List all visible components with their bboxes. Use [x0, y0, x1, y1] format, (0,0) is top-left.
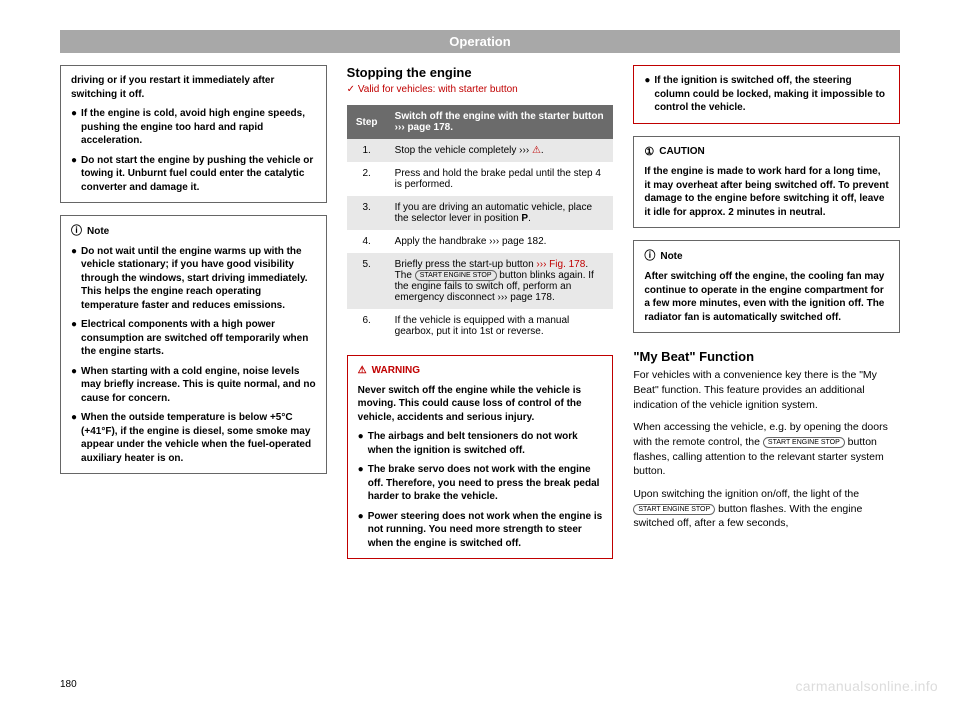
column-1: driving or if you restart it immediately…	[60, 65, 327, 571]
manual-page: Operation driving or if you restart it i…	[0, 0, 960, 591]
step-text: If you are driving an automatic vehicle,…	[387, 196, 614, 230]
mybeat-p1: For vehicles with a convenience key ther…	[633, 368, 900, 412]
watermark: carmanualsonline.info	[796, 678, 939, 694]
step-num: 2.	[347, 162, 387, 196]
warning-text: Never switch off the engine while the ve…	[358, 384, 603, 425]
valid-for: ✓ Valid for vehicles: with starter butto…	[347, 84, 614, 95]
step-text: Apply the handbrake ››› page 182.	[387, 230, 614, 253]
warning-cont-bullet: ●If the ignition is switched off, the st…	[644, 74, 889, 115]
table-header-row: Step Switch off the engine with the star…	[347, 105, 614, 139]
continuation-box: driving or if you restart it immediately…	[60, 65, 327, 203]
cont-bullet-2: ●Do not start the engine by pushing the …	[71, 154, 316, 195]
caution-title: ① CAUTION	[644, 145, 889, 160]
step-num: 6.	[347, 309, 387, 343]
page-header: Operation	[60, 30, 900, 53]
table-row: 3. If you are driving an automatic vehic…	[347, 196, 614, 230]
caution-text: If the engine is made to work hard for a…	[644, 165, 889, 219]
column-3: ●If the ignition is switched off, the st…	[633, 65, 900, 571]
info-icon: ⓘ	[644, 249, 655, 264]
step-num: 5.	[347, 253, 387, 309]
mybeat-title: "My Beat" Function	[633, 349, 900, 364]
note-title: ⓘ Note	[71, 224, 316, 239]
start-engine-pill: START ENGINE STOP	[633, 504, 715, 515]
note-text-2: After switching off the engine, the cool…	[644, 270, 889, 324]
page-number: 180	[60, 679, 77, 690]
warning-icon: ⚠	[532, 145, 541, 156]
table-row: 5. Briefly press the start-up button ›››…	[347, 253, 614, 309]
note-box-2: ⓘ Note After switching off the engine, t…	[633, 240, 900, 333]
table-row: 6. If the vehicle is equipped with a man…	[347, 309, 614, 343]
table-row: 2. Press and hold the brake pedal until …	[347, 162, 614, 196]
step-text: Press and hold the brake pedal until the…	[387, 162, 614, 196]
step-text: If the vehicle is equipped with a manual…	[387, 309, 614, 343]
caution-icon: ①	[644, 145, 654, 160]
caution-box: ① CAUTION If the engine is made to work …	[633, 136, 900, 229]
warning-cont-box: ●If the ignition is switched off, the st…	[633, 65, 900, 124]
table-row: 1. Stop the vehicle completely ››› ⚠.	[347, 139, 614, 162]
stopping-title: Stopping the engine	[347, 65, 614, 80]
table-row: 4. Apply the handbrake ››› page 182.	[347, 230, 614, 253]
fig-ref: ››› Fig. 178	[536, 259, 585, 270]
step-text: Stop the vehicle completely ››› ⚠.	[387, 139, 614, 162]
start-engine-pill: START ENGINE STOP	[763, 437, 845, 448]
step-num: 1.	[347, 139, 387, 162]
steps-table: Step Switch off the engine with the star…	[347, 105, 614, 343]
note-bullet-4: ●When the outside temperature is below +…	[71, 411, 316, 465]
warning-bullet-2: ●The brake servo does not work with the …	[358, 463, 603, 504]
step-num: 4.	[347, 230, 387, 253]
warning-title: ⚠ WARNING	[358, 364, 603, 378]
mybeat-p2: When accessing the vehicle, e.g. by open…	[633, 420, 900, 479]
mybeat-p3: Upon switching the ignition on/off, the …	[633, 487, 900, 531]
content-columns: driving or if you restart it immediately…	[60, 65, 900, 571]
note-bullet-3: ●When starting with a cold engine, noise…	[71, 365, 316, 406]
th-desc: Switch off the engine with the starter b…	[387, 105, 614, 139]
note-title-2: ⓘ Note	[644, 249, 889, 264]
step-num: 3.	[347, 196, 387, 230]
warning-bullet-3: ●Power steering does not work when the e…	[358, 510, 603, 551]
cont-text: driving or if you restart it immediately…	[71, 74, 316, 101]
start-engine-pill: START ENGINE STOP	[415, 270, 497, 281]
cont-bullet-1: ●If the engine is cold, avoid high engin…	[71, 107, 316, 148]
note-box: ⓘ Note ●Do not wait until the engine war…	[60, 215, 327, 474]
note-bullet-2: ●Electrical components with a high power…	[71, 318, 316, 359]
warning-triangle-icon: ⚠	[358, 364, 367, 378]
warning-box: ⚠ WARNING Never switch off the engine wh…	[347, 355, 614, 559]
info-icon: ⓘ	[71, 224, 82, 239]
warning-bullet-1: ●The airbags and belt tensioners do not …	[358, 430, 603, 457]
note-bullet-1: ●Do not wait until the engine warms up w…	[71, 245, 316, 313]
column-2: Stopping the engine ✓ Valid for vehicles…	[347, 65, 614, 571]
step-text: Briefly press the start-up button ››› Fi…	[387, 253, 614, 309]
th-step: Step	[347, 105, 387, 139]
